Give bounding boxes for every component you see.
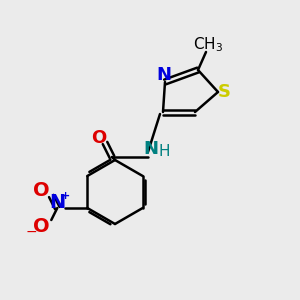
Text: O: O	[33, 217, 50, 236]
Text: N: N	[49, 193, 65, 211]
Text: CH$_3$: CH$_3$	[193, 36, 223, 54]
Text: S: S	[218, 83, 230, 101]
Text: +: +	[61, 191, 70, 201]
Text: O: O	[33, 181, 50, 200]
Text: O: O	[92, 129, 106, 147]
Text: −: −	[26, 225, 37, 239]
Text: N: N	[157, 66, 172, 84]
Text: N: N	[143, 140, 158, 158]
Text: H: H	[158, 145, 170, 160]
